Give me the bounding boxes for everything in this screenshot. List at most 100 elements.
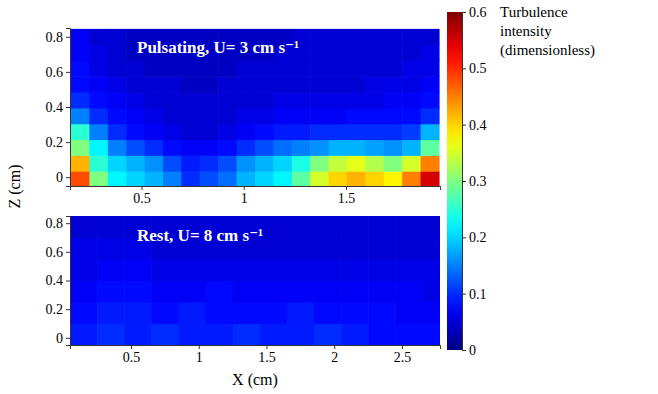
- heatmap-cell: [70, 238, 98, 260]
- x-axis: 0.5 1 1.5: [71, 186, 441, 206]
- heatmap-cell: [384, 155, 403, 171]
- heatmap-cell: [237, 108, 256, 124]
- heatmap-cell: [341, 238, 369, 260]
- heatmap-cell: [402, 60, 421, 76]
- heatmap-cell: [145, 124, 164, 140]
- axis-line: [71, 187, 441, 191]
- heatmap-cell: [89, 171, 108, 186]
- panel-title: Rest, U= 8 cm s⁻¹: [137, 226, 263, 245]
- heatmap-cell: [384, 124, 403, 140]
- heatmap-cell: [151, 259, 179, 281]
- heatmap-cell: [260, 281, 288, 303]
- heatmap-cell: [218, 60, 237, 76]
- tick-label: 0.5: [133, 191, 151, 206]
- tick-label: 0.2: [469, 230, 487, 245]
- heatmap-cell: [329, 60, 348, 76]
- heatmap-cell: [97, 216, 125, 238]
- heatmap-cell: [314, 302, 342, 324]
- heatmap-cell: [287, 259, 315, 281]
- heatmap-cell: [310, 139, 329, 155]
- heatmap-cell: [206, 324, 234, 346]
- heatmap-cell: [395, 302, 423, 324]
- heatmap-cell: [341, 324, 369, 346]
- heatmap-cell: [237, 139, 256, 155]
- tick: 0.4: [462, 118, 487, 133]
- tick-label: 0.4: [46, 273, 64, 288]
- heatmap-cell: [402, 171, 421, 186]
- tick: 0.2: [46, 135, 71, 150]
- heatmap-cell: [329, 139, 348, 155]
- heatmap-cell: [89, 139, 108, 155]
- heatmap-cell: [310, 60, 329, 76]
- heatmap-cell: [255, 139, 274, 155]
- heatmap-cell: [365, 139, 384, 155]
- heatmap-cell: [181, 92, 200, 108]
- colorbar-title-line: intensity: [500, 23, 552, 39]
- heatmap-cell: [329, 45, 348, 61]
- heatmap-cell: [384, 45, 403, 61]
- heatmap-cell: [402, 124, 421, 140]
- tick: 2: [331, 345, 338, 365]
- heatmap-cell: [273, 171, 292, 186]
- tick: 1: [241, 186, 248, 206]
- heatmap-cell: [97, 302, 125, 324]
- heatmap-cell: [181, 139, 200, 155]
- heatmap-cell: [218, 92, 237, 108]
- heatmap-cell: [260, 324, 288, 346]
- heatmap-cell: [71, 139, 90, 155]
- heatmap-cell: [218, 139, 237, 155]
- tick: 2.5: [394, 345, 412, 365]
- heatmap-cell: [255, 124, 274, 140]
- heatmap-cell: [71, 45, 90, 61]
- heatmap-cell: [163, 60, 182, 76]
- tick: 0.4: [46, 100, 71, 115]
- heatmap-cell: [89, 45, 108, 61]
- heatmap-cell: [163, 171, 182, 186]
- heatmap-cell: [347, 29, 366, 45]
- heatmap-cell: [200, 92, 219, 108]
- heatmap-cells: [70, 216, 440, 345]
- tick-mark: [462, 181, 466, 182]
- heatmap-cell: [145, 92, 164, 108]
- heatmap-cell: [200, 171, 219, 186]
- heatmap-cell: [422, 238, 440, 260]
- heatmap-cell: [71, 92, 90, 108]
- heatmap-cell: [145, 108, 164, 124]
- heatmap-cell: [422, 324, 440, 346]
- heatmap-cell: [329, 29, 348, 45]
- colorbar: [447, 12, 462, 350]
- tick-label: 0.1: [469, 287, 487, 302]
- heatmap-cell: [421, 124, 440, 140]
- heatmap-cell: [329, 155, 348, 171]
- heatmap-cell: [255, 60, 274, 76]
- heatmap-cell: [422, 302, 440, 324]
- tick-label: 1.5: [338, 191, 356, 206]
- heatmap-cell: [421, 60, 440, 76]
- heatmap-cell: [126, 108, 145, 124]
- tick-mark: [66, 252, 70, 253]
- heatmap-cell: [310, 92, 329, 108]
- heatmap-cell: [218, 171, 237, 186]
- heatmap-cell: [260, 302, 288, 324]
- tick-label: 2.5: [394, 350, 412, 365]
- heatmap-cell: [310, 171, 329, 186]
- heatmap-cell: [237, 60, 256, 76]
- heatmap-cell: [124, 259, 152, 281]
- heatmap-cell: [292, 155, 311, 171]
- heatmap-cell: [384, 76, 403, 92]
- heatmap-cell: [218, 124, 237, 140]
- heatmap-cell: [314, 216, 342, 238]
- heatmap-cell: [178, 281, 206, 303]
- heatmap-cell: [347, 124, 366, 140]
- axis-line: [66, 29, 71, 187]
- heatmap-cell: [287, 216, 315, 238]
- heatmap-cell: [71, 76, 90, 92]
- tick-mark: [66, 281, 70, 282]
- tick: 0.5: [133, 186, 151, 206]
- heatmap-cell: [200, 155, 219, 171]
- heatmap-cell: [71, 171, 90, 186]
- heatmap-cell: [218, 76, 237, 92]
- heatmap-cell: [206, 259, 234, 281]
- heatmap-cell: [368, 238, 396, 260]
- heatmap-cell: [255, 76, 274, 92]
